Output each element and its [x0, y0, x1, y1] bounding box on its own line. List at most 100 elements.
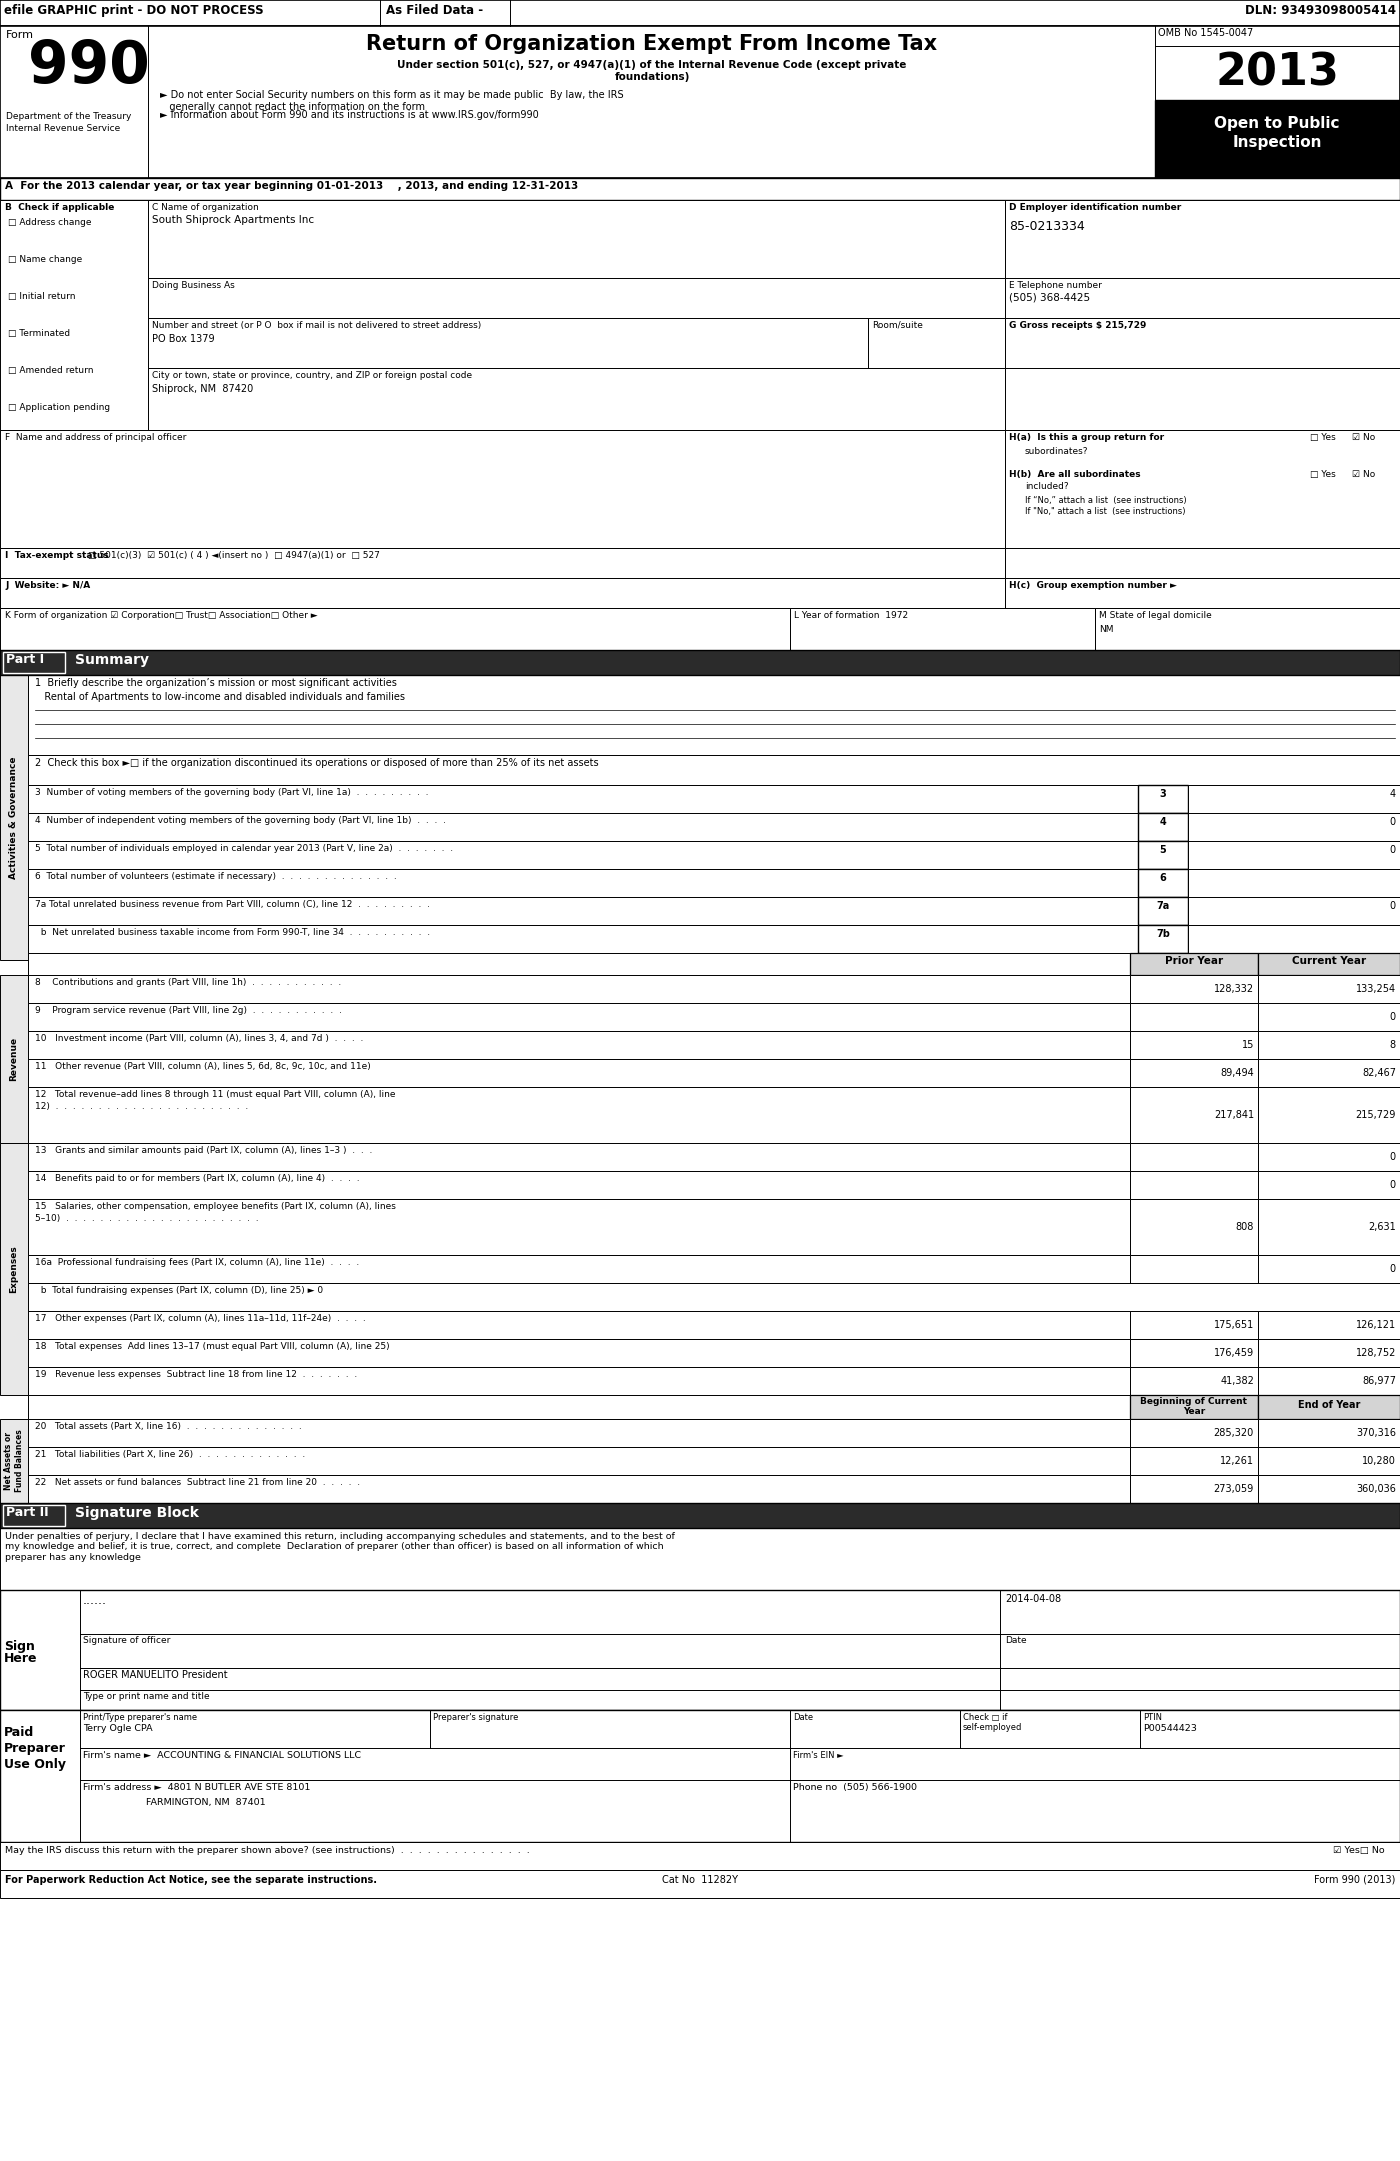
Bar	[28, 784, 1138, 813]
Text: 3: 3	[1159, 789, 1166, 800]
Text: Preparer's signature: Preparer's signature	[433, 1714, 518, 1722]
Bar	[28, 1368, 1130, 1396]
Bar	[1259, 1199, 1400, 1256]
Text: P00544423: P00544423	[1142, 1724, 1197, 1733]
Bar	[28, 953, 1130, 975]
Text: For Paperwork Reduction Act Notice, see the separate instructions.: For Paperwork Reduction Act Notice, see …	[6, 1876, 377, 1884]
Bar	[1259, 1396, 1400, 1420]
Bar	[148, 201, 1005, 279]
Text: Type or print name and title: Type or print name and title	[83, 1692, 210, 1701]
Bar	[28, 1476, 1130, 1504]
Text: 4: 4	[1159, 817, 1166, 828]
Text: 6: 6	[1159, 873, 1166, 884]
Bar	[1005, 577, 1400, 607]
Text: □ Initial return: □ Initial return	[8, 292, 76, 300]
Text: ► Do not enter Social Security numbers on this form as it may be made public  By: ► Do not enter Social Security numbers o…	[160, 91, 623, 112]
Text: Net Assets or
Fund Balances: Net Assets or Fund Balances	[4, 1431, 24, 1493]
Text: ► Information about Form 990 and its instructions is at www.IRS.gov/form990: ► Information about Form 990 and its ins…	[160, 110, 539, 121]
Text: 15: 15	[1242, 1039, 1254, 1050]
Text: subordinates?: subordinates?	[1025, 447, 1089, 456]
Bar	[1189, 784, 1400, 813]
Text: Print/Type preparer's name: Print/Type preparer's name	[83, 1714, 197, 1722]
Bar	[1130, 1087, 1259, 1143]
Text: DLN: 93493098005414: DLN: 93493098005414	[1245, 4, 1396, 17]
Bar	[1130, 1031, 1259, 1059]
Text: □ Address change: □ Address change	[8, 218, 91, 227]
Text: 176,459: 176,459	[1214, 1348, 1254, 1357]
Text: 0: 0	[1390, 1264, 1396, 1275]
Bar	[1130, 1396, 1259, 1420]
Bar	[1259, 1448, 1400, 1476]
Text: Beginning of Current
Year: Beginning of Current Year	[1141, 1396, 1247, 1415]
Text: May the IRS discuss this return with the preparer shown above? (see instructions: May the IRS discuss this return with the…	[6, 1845, 529, 1854]
Text: 0: 0	[1390, 1152, 1396, 1163]
Text: Expenses: Expenses	[10, 1245, 18, 1292]
Bar	[0, 674, 28, 959]
Text: 1  Briefly describe the organization’s mission or most significant activities: 1 Briefly describe the organization’s mi…	[35, 679, 396, 687]
Bar	[1005, 549, 1400, 577]
Bar	[28, 1171, 1130, 1199]
Bar	[1005, 279, 1400, 318]
Bar	[1130, 1420, 1259, 1448]
Text: □ 501(c)(3)  ☑ 501(c) ( 4 ) ◄(insert no )  □ 4947(a)(1) or  □ 527: □ 501(c)(3) ☑ 501(c) ( 4 ) ◄(insert no )…	[88, 551, 379, 560]
Bar	[1259, 1256, 1400, 1284]
Text: Inspection: Inspection	[1232, 134, 1322, 149]
Text: Under penalties of perjury, I declare that I have examined this return, includin: Under penalties of perjury, I declare th…	[6, 1532, 675, 1562]
Text: 360,036: 360,036	[1357, 1485, 1396, 1493]
Bar	[28, 975, 1130, 1003]
Text: 7b: 7b	[1156, 929, 1170, 940]
Text: City or town, state or province, country, and ZIP or foreign postal code: City or town, state or province, country…	[153, 372, 472, 380]
Text: 12   Total revenue–add lines 8 through 11 (must equal Part VIII, column (A), lin: 12 Total revenue–add lines 8 through 11 …	[35, 1089, 395, 1100]
Bar	[3, 653, 64, 672]
Text: ☑ Yes□ No: ☑ Yes□ No	[1333, 1845, 1385, 1854]
Text: self-employed: self-employed	[963, 1722, 1022, 1731]
Bar	[28, 1199, 1130, 1256]
Text: Summary: Summary	[76, 653, 148, 668]
Text: □ Amended return: □ Amended return	[8, 365, 94, 376]
Bar	[1259, 1171, 1400, 1199]
Bar	[0, 1528, 1400, 1590]
Bar	[28, 1031, 1130, 1059]
Text: efile GRAPHIC print - DO NOT PROCESS: efile GRAPHIC print - DO NOT PROCESS	[4, 4, 263, 17]
Bar	[28, 1003, 1130, 1031]
Bar	[1259, 1476, 1400, 1504]
Text: 6  Total number of volunteers (estimate if necessary)  .  .  .  .  .  .  .  .  .: 6 Total number of volunteers (estimate i…	[35, 873, 396, 882]
Text: NM: NM	[1099, 625, 1113, 633]
Text: 7a Total unrelated business revenue from Part VIII, column (C), line 12  .  .  .: 7a Total unrelated business revenue from…	[35, 899, 430, 910]
Bar	[1095, 607, 1400, 650]
Text: 5: 5	[1159, 845, 1166, 856]
Bar	[1130, 1448, 1259, 1476]
Text: Preparer: Preparer	[4, 1742, 66, 1755]
Bar	[1005, 201, 1400, 279]
Bar	[28, 1059, 1130, 1087]
Text: I  Tax-exempt status: I Tax-exempt status	[6, 551, 109, 560]
Bar	[1155, 99, 1400, 177]
Bar	[28, 925, 1138, 953]
Text: 0: 0	[1390, 901, 1396, 912]
Text: Prior Year: Prior Year	[1165, 955, 1224, 966]
Bar	[1259, 975, 1400, 1003]
Text: Firm's EIN ►: Firm's EIN ►	[792, 1750, 844, 1759]
Text: E Telephone number: E Telephone number	[1009, 281, 1102, 290]
Text: Open to Public: Open to Public	[1214, 117, 1340, 132]
Text: Signature of officer: Signature of officer	[83, 1636, 171, 1645]
Text: G Gross receipts $ 215,729: G Gross receipts $ 215,729	[1009, 322, 1147, 331]
Bar	[1138, 813, 1189, 841]
Text: ROGER MANUELITO President: ROGER MANUELITO President	[83, 1670, 228, 1679]
Bar	[1130, 1059, 1259, 1087]
Text: 22   Net assets or fund balances  Subtract line 21 from line 20  .  .  .  .  .: 22 Net assets or fund balances Subtract …	[35, 1478, 360, 1487]
Bar	[28, 1396, 1130, 1420]
Text: H(a)  Is this a group return for: H(a) Is this a group return for	[1009, 432, 1165, 443]
Bar	[1259, 953, 1400, 975]
Bar	[790, 607, 1095, 650]
Text: Doing Business As: Doing Business As	[153, 281, 235, 290]
Bar	[1130, 953, 1259, 975]
Bar	[28, 841, 1138, 869]
Text: 4  Number of independent voting members of the governing body (Part VI, line 1b): 4 Number of independent voting members o…	[35, 817, 447, 826]
Text: 990: 990	[28, 39, 150, 95]
Text: ......: ......	[83, 1595, 106, 1608]
Text: 86,977: 86,977	[1362, 1377, 1396, 1385]
Text: 217,841: 217,841	[1214, 1111, 1254, 1119]
Text: Check □ if: Check □ if	[963, 1714, 1008, 1722]
Text: 12,261: 12,261	[1219, 1457, 1254, 1465]
